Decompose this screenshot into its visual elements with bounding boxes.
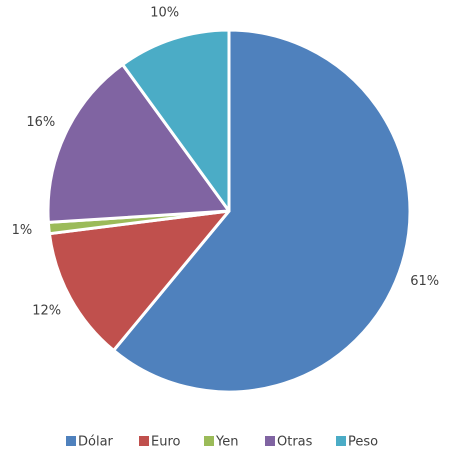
legend-label: Euro — [151, 435, 181, 450]
data-label: 10% — [150, 6, 179, 21]
legend-swatch — [66, 436, 76, 446]
pie-slice — [121, 28, 231, 213]
legend-label: Dólar — [78, 435, 114, 450]
legend-swatch — [265, 436, 275, 446]
data-label: 16% — [26, 115, 55, 130]
pie-slice — [112, 28, 412, 394]
data-label: 1% — [12, 223, 33, 238]
data-label: 61% — [410, 274, 439, 289]
legend-swatch — [139, 436, 149, 446]
legend-label: Peso — [348, 435, 378, 450]
pie-slice — [46, 63, 231, 224]
pie-slice — [47, 209, 231, 352]
data-label: 12% — [32, 304, 61, 319]
legend-label: Otras — [277, 435, 313, 450]
legend-label: Yen — [215, 435, 238, 450]
legend-swatch — [336, 436, 346, 446]
legend-swatch — [204, 436, 214, 446]
